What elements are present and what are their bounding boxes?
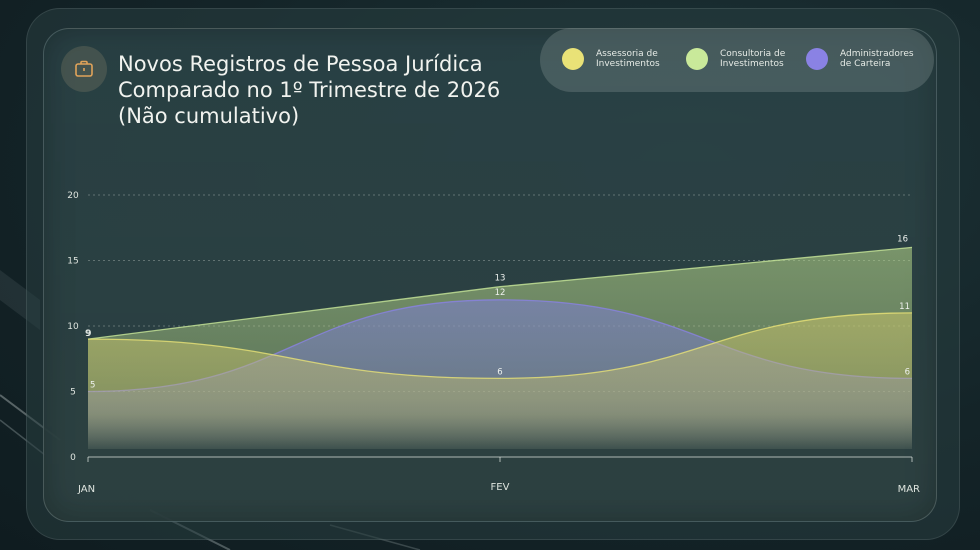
briefcase-icon-badge [61, 46, 107, 92]
legend-item-consultoria: Consultoria de Investimentos [686, 48, 800, 70]
data-label: 5 [90, 381, 95, 391]
legend-swatch [562, 48, 584, 70]
legend-item-administradores: Administradores de Carteira [806, 48, 920, 70]
legend-swatch [686, 48, 708, 70]
data-label: 13 [495, 274, 506, 284]
y-tick-label: 0 [70, 453, 76, 463]
x-tick-label: MAR [898, 484, 920, 495]
line-assessoria-de-investimentos [87, 312, 913, 380]
legend: Assessoria de Investimentos Consultoria … [540, 28, 934, 92]
legend-label: Consultoria de Investimentos [720, 49, 786, 69]
data-label: 11 [899, 302, 910, 312]
y-tick-label: 5 [70, 388, 76, 398]
legend-swatch [806, 48, 828, 70]
data-label: 9 [85, 329, 90, 339]
y-tick-label: 10 [67, 322, 79, 332]
y-tick-label: 15 [67, 257, 78, 267]
legend-item-assessoria: Assessoria de Investimentos [562, 48, 676, 70]
x-tick-label: FEV [491, 482, 510, 493]
line-consultoria-de-investimentos [87, 246, 913, 340]
legend-label: Assessoria de Investimentos [596, 49, 660, 69]
data-label: 6 [905, 367, 910, 377]
data-label: 9 [86, 329, 91, 339]
data-label: 12 [495, 288, 506, 298]
chart-title: Novos Registros de Pessoa Jurídica Compa… [118, 52, 501, 128]
legend-label: Administradores de Carteira [840, 49, 914, 69]
briefcase-icon [75, 60, 93, 77]
x-tick-label: JAN [77, 484, 95, 495]
area-assessoria-de-investimentos [88, 312, 912, 449]
data-label: 16 [897, 234, 908, 244]
y-tick-label: 20 [67, 191, 79, 201]
data-label: 6 [497, 367, 502, 377]
